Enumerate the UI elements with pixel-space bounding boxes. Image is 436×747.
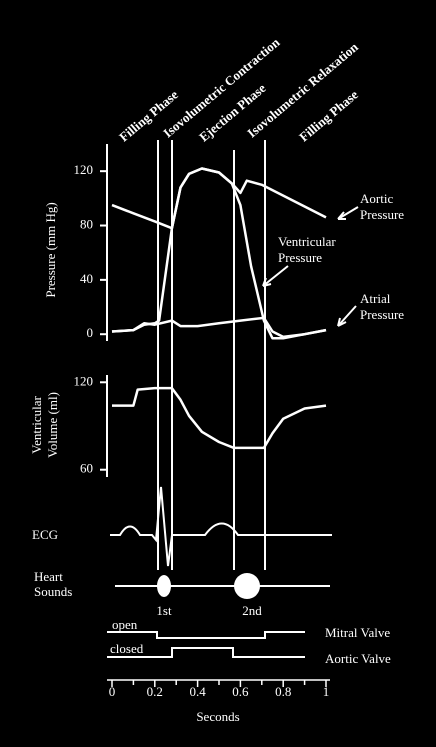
- y-axis-title: Pressure (mm Hg): [43, 202, 58, 297]
- aortic-valve-line: [107, 647, 305, 658]
- x-tick-label: 0.8: [275, 684, 291, 699]
- y-tick-label: 80: [80, 217, 93, 232]
- series-line: [112, 386, 327, 450]
- x-tick-label: 1: [323, 684, 330, 699]
- ecg-label: ECG: [32, 527, 58, 542]
- sound-label: 2nd: [242, 603, 262, 618]
- mitral-valve-line: [107, 631, 305, 639]
- y-axis-title: Volume (ml): [45, 392, 60, 458]
- ecg-trace: [110, 486, 332, 567]
- annotation: Atrial: [360, 291, 391, 306]
- y-axis-title: Ventricular: [29, 395, 44, 453]
- series-line: [111, 167, 327, 230]
- y-tick-label: 120: [74, 373, 94, 388]
- annotation: Pressure: [278, 250, 322, 265]
- first-sound: [157, 575, 171, 597]
- y-tick-label: 60: [80, 461, 93, 476]
- annotation-arrows: [262, 206, 359, 327]
- phase-lines: [157, 140, 266, 570]
- annotation: Ventricular: [278, 234, 336, 249]
- x-tick-label: 0: [109, 684, 116, 699]
- valve-label: Aortic Valve: [325, 651, 391, 666]
- second-sound: [234, 573, 260, 599]
- x-tick-label: 0.2: [147, 684, 163, 699]
- annotation: Pressure: [360, 307, 404, 322]
- heart-sounds-label: Sounds: [34, 584, 72, 599]
- y-tick-label: 120: [74, 162, 94, 177]
- y-tick-label: 0: [87, 325, 94, 340]
- y-tick-label: 40: [80, 271, 93, 286]
- sound-label: 1st: [156, 603, 172, 618]
- annotation: Pressure: [360, 207, 404, 222]
- annotation: Aortic: [360, 191, 393, 206]
- valve-label: Mitral Valve: [325, 625, 390, 640]
- x-tick-label: 0.4: [189, 684, 206, 699]
- x-tick-label: 0.6: [232, 684, 249, 699]
- series-line: [111, 316, 327, 339]
- valve-state: closed: [110, 641, 144, 656]
- heart-sounds-label: Heart: [34, 569, 63, 584]
- x-axis-title: Seconds: [196, 709, 239, 724]
- valve-state: open: [112, 617, 138, 632]
